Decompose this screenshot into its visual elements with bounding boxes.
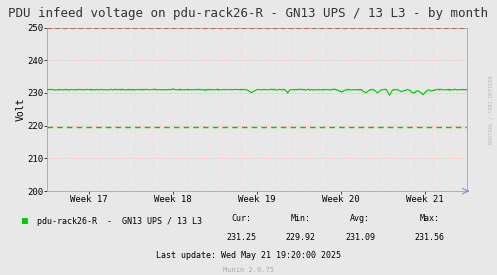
Text: 231.25: 231.25 (226, 233, 256, 242)
Text: 231.56: 231.56 (415, 233, 445, 242)
Text: 231.09: 231.09 (345, 233, 375, 242)
Text: pdu-rack26-R  -  GN13 UPS / 13 L3: pdu-rack26-R - GN13 UPS / 13 L3 (37, 217, 202, 226)
Text: Cur:: Cur: (231, 214, 251, 223)
Text: Last update: Wed May 21 19:20:00 2025: Last update: Wed May 21 19:20:00 2025 (156, 251, 341, 260)
Text: Max:: Max: (420, 214, 440, 223)
Text: Min:: Min: (291, 214, 311, 223)
Text: Avg:: Avg: (350, 214, 370, 223)
Text: PDU infeed voltage on pdu-rack26-R - GN13 UPS / 13 L3 - by month: PDU infeed voltage on pdu-rack26-R - GN1… (8, 7, 489, 20)
Text: RRDTOOL / TOBI OETIKER: RRDTOOL / TOBI OETIKER (489, 76, 494, 144)
Text: Munin 2.0.75: Munin 2.0.75 (223, 267, 274, 273)
Text: ■: ■ (22, 216, 28, 226)
Text: 229.92: 229.92 (286, 233, 316, 242)
Y-axis label: Volt: Volt (15, 98, 25, 121)
